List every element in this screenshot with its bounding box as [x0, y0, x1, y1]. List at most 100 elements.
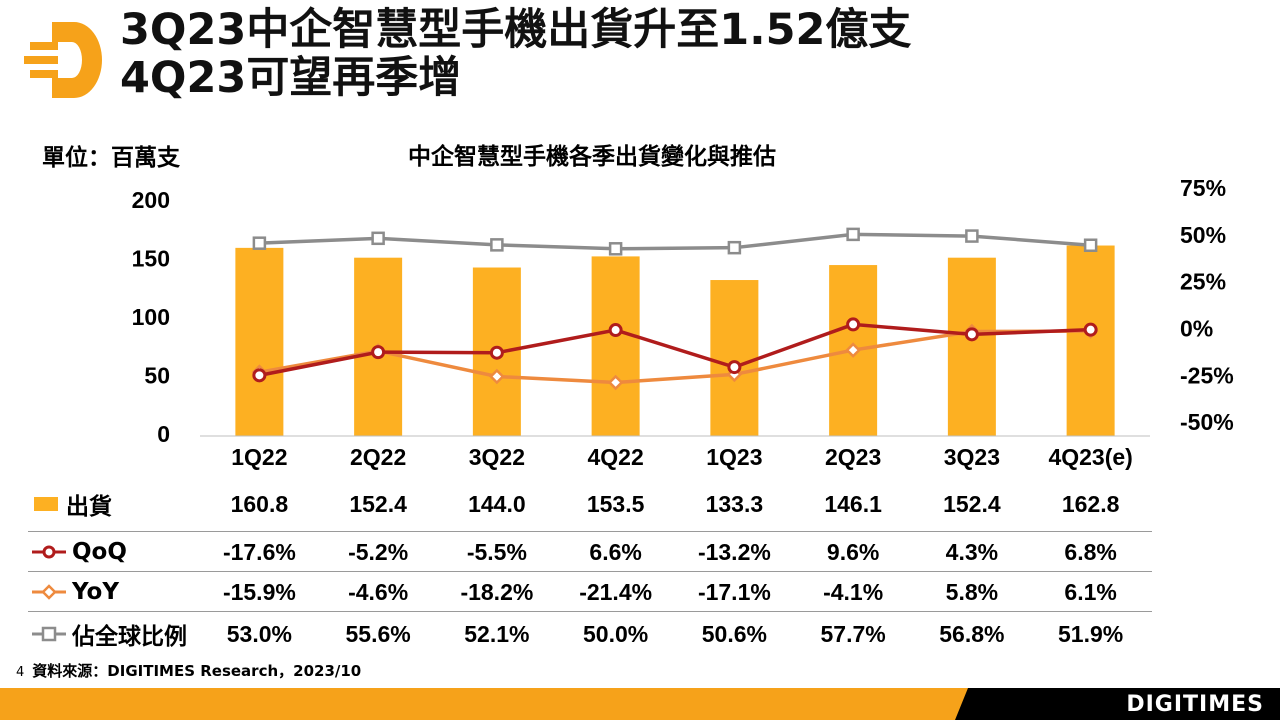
legend-label-qoq: QoQ: [72, 539, 127, 565]
y-axis-tick-label: 0: [157, 421, 170, 447]
table-cell-qoq: -5.2%: [348, 538, 409, 565]
table-cell-yoy: -15.9%: [222, 578, 296, 605]
legend-yoy: YoY: [32, 572, 119, 612]
table-cell-qoq: 4.3%: [945, 538, 999, 565]
point-share: [727, 240, 742, 255]
legend-share: 佔全球比例: [32, 614, 187, 654]
digitimes-logo-icon: [24, 22, 102, 98]
y-axis-tick-label: 200: [132, 187, 170, 213]
point-share: [371, 231, 385, 246]
x-axis-tick-label: 2Q23: [825, 444, 881, 470]
x-axis-tick-label: 3Q23: [944, 444, 1000, 470]
data-table: 出貨 160.8 152.4 144.0 153.5 133.3 146.1 152.4 16…: [0, 480, 1280, 655]
footer-logo-background: [955, 688, 1280, 720]
table-cell-qoq: 6.6%: [589, 538, 642, 565]
table-cell-share: 53.0%: [226, 620, 292, 647]
table-divider: [28, 531, 1152, 532]
point-yoy: [607, 374, 624, 391]
table-cell-share: 50.0%: [583, 620, 649, 647]
point-qoq: [252, 368, 267, 383]
table-row-shipments: 出貨 160.8 152.4 144.0 153.5 133.3 146.1 152.4 16…: [0, 484, 1280, 524]
table-cell-qoq: 9.6%: [826, 538, 880, 565]
y2-axis-tick-label: 75%: [1180, 175, 1226, 201]
y2-axis-tick-label: 50%: [1180, 222, 1226, 248]
table-cell-qoq: -13.2%: [697, 538, 771, 565]
table-cell-shipments: 162.8: [1061, 490, 1120, 517]
legend-label-yoy: YoY: [72, 579, 119, 605]
point-yoy: [489, 368, 505, 385]
y2-axis-tick-label: 0%: [1180, 315, 1213, 341]
bar-legend-icon: [34, 497, 58, 511]
table-cell-share: 57.7%: [820, 620, 886, 647]
x-axis-tick-label: 1Q22: [231, 444, 287, 470]
source-note: 4 資料來源：DIGITIMES Research，2023/10: [16, 660, 361, 681]
y-axis-tick-label: 100: [132, 304, 170, 330]
table-cell-shipments: 133.3: [705, 490, 764, 517]
combo-chart: 0 50 100 150 200 -50% -25% 0% 25% 50% 75% 1Q22 2Q22 3…: [132, 175, 1234, 470]
table-row-share: 佔全球比例 53.0% 55.6% 52.1% 50.0% 50.6% 57.7% 56.8…: [0, 614, 1280, 654]
bar-shipments: [710, 280, 759, 436]
point-share: [1083, 238, 1098, 252]
legend-label-shipments: 出貨: [66, 494, 112, 520]
line-diamond-legend-icon: [32, 584, 66, 600]
table-cell-yoy: -18.2%: [460, 578, 534, 605]
table-cell-yoy: -4.1%: [823, 578, 884, 605]
point-qoq: [371, 345, 386, 360]
point-share: [846, 227, 860, 242]
point-share: [252, 236, 267, 250]
bar-shipments: [591, 256, 640, 436]
table-cell-qoq: -17.6%: [222, 538, 296, 565]
point-qoq: [1083, 322, 1098, 337]
line-share: [259, 232, 1091, 251]
table-cell-shipments: 152.4: [349, 490, 407, 517]
y-axis-tick-label: 150: [132, 246, 170, 272]
x-axis-tick-label: 1Q23: [706, 444, 762, 470]
x-axis-tick-label: 2Q22: [350, 444, 406, 470]
bar-shipments: [235, 247, 284, 436]
y-axis-tick-label: 50: [144, 363, 170, 389]
table-cell-qoq: 6.8%: [1064, 538, 1117, 565]
x-axis-tick-label: 4Q22: [587, 444, 643, 470]
x-axis-tick-label: 3Q22: [469, 444, 525, 470]
title-line-1: 3Q23中企智慧型手機出貨升至1.52億支: [120, 5, 912, 55]
point-qoq: [489, 345, 504, 360]
table-cell-share: 50.6%: [701, 620, 767, 647]
page-title: 3Q23中企智慧型手機出貨升至1.52億支 4Q23可望再季增: [120, 6, 911, 102]
point-share: [608, 242, 623, 256]
table-cell-share: 55.6%: [345, 620, 411, 647]
table-cell-share: 56.8%: [939, 620, 1005, 647]
line-qoq: [259, 322, 1091, 378]
table-cell-shipments: 153.5: [586, 490, 645, 517]
table-divider: [28, 571, 1152, 572]
table-row-qoq: QoQ -17.6% -5.2% -5.5% 6.6% -13.2% 9.6% 4.3% 6.…: [0, 532, 1280, 572]
point-share: [490, 238, 504, 252]
line-square-legend-icon: [32, 626, 66, 642]
point-qoq: [964, 327, 979, 342]
line-marker-legend-icon: [32, 545, 66, 559]
table-cell-yoy: -21.4%: [579, 578, 653, 605]
legend-label-share: 佔全球比例: [72, 624, 187, 650]
y2-axis-tick-label: 25%: [1180, 269, 1226, 295]
table-cell-shipments: 146.1: [824, 490, 882, 517]
table-cell-share: 52.1%: [464, 620, 530, 647]
table-row-yoy: YoY -15.9% -4.6% -18.2% -21.4% -17.1% -4.1% 5.…: [0, 572, 1280, 612]
page-number: 4: [16, 665, 25, 680]
table-cell-share: 51.9%: [1058, 620, 1124, 647]
title-line-2: 4Q23可望再季增: [120, 53, 462, 103]
table-cell-yoy: -4.6%: [348, 578, 409, 605]
line-yoy: [259, 329, 1091, 385]
y2-axis-tick-label: -25%: [1180, 362, 1234, 388]
legend-qoq: QoQ: [32, 532, 127, 572]
y2-axis-tick-label: -50%: [1180, 409, 1234, 435]
legend-shipments: 出貨: [32, 484, 112, 524]
point-yoy: [845, 342, 861, 358]
x-axis-tick-label: 4Q23(e): [1048, 444, 1132, 470]
footer-logo: DIGITIMES: [1126, 691, 1264, 717]
table-cell-shipments: 160.8: [230, 490, 289, 517]
source-text: 資料來源：DIGITIMES Research，2023/10: [32, 662, 362, 680]
bar-shipments: [947, 257, 996, 436]
point-qoq: [608, 323, 623, 338]
chart-title: 中企智慧型手機各季出貨變化與推估: [408, 144, 776, 170]
table-cell-yoy: 5.8%: [945, 578, 999, 605]
table-cell-yoy: 6.1%: [1064, 578, 1117, 605]
